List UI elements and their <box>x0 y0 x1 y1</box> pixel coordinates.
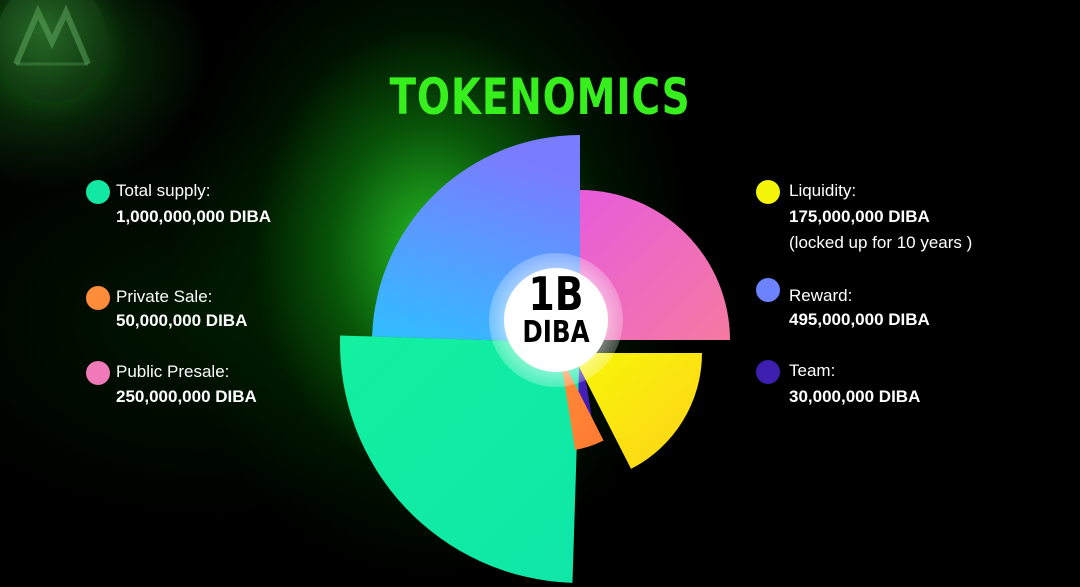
legend-value: 175,000,000 DIBA <box>789 207 930 226</box>
legend-value: 495,000,000 DIBA <box>789 310 930 329</box>
coin-logo <box>0 0 108 102</box>
pie-slice-liquidity <box>572 353 702 469</box>
legend-dot-reward <box>756 278 780 302</box>
legend-label: Team: <box>789 361 836 380</box>
legend-value: 50,000,000 DIBA <box>116 311 248 330</box>
legend-dot-team <box>756 360 780 384</box>
legend-dot-total-supply <box>86 180 110 204</box>
legend-label: Liquidity: <box>789 181 857 200</box>
center-label-amount: 1B <box>528 267 584 321</box>
legend-value: 30,000,000 DIBA <box>789 387 921 406</box>
legend-label: Total supply: <box>116 181 211 200</box>
legend-label: Reward: <box>789 286 853 305</box>
center-label: 1B DIBA <box>511 267 601 350</box>
center-disc <box>504 268 608 372</box>
legend-label: Public Presale: <box>116 362 230 381</box>
logo-mark-icon <box>13 4 91 66</box>
legend-dot-liquidity <box>756 180 780 204</box>
legend-note: (locked up for 10 years ) <box>789 233 973 252</box>
pie-slice-reward-teal <box>339 335 580 583</box>
legend-dot-private-sale <box>86 286 110 310</box>
legend-value: 250,000,000 DIBA <box>116 387 257 406</box>
page-title: TOKENOMICS <box>389 68 691 126</box>
center-label-unit: DIBA <box>522 315 590 350</box>
legend-value: 1,000,000,000 DIBA <box>116 207 271 226</box>
legend-label: Private Sale: <box>116 287 213 306</box>
legend-dot-public-presale <box>86 361 110 385</box>
